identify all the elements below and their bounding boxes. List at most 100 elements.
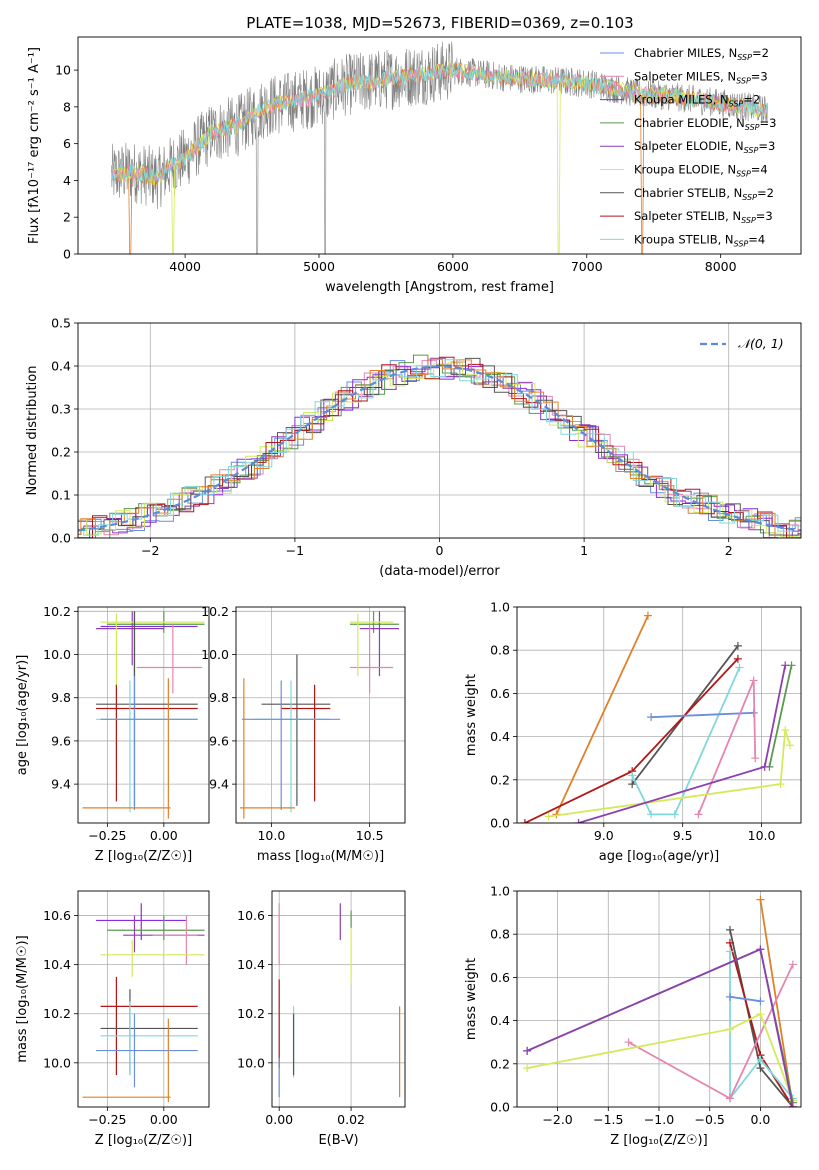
mass-weight-vs-age-panel: 9.0 9.5 10.0 0.0 0.2 0.4 0.6 0.8 1.0 age [log₁₀(a… <box>464 600 802 865</box>
error-bar-point <box>100 676 198 811</box>
mass-weight-line <box>520 654 742 823</box>
residual-histogram <box>78 356 801 538</box>
data-point-marker <box>523 1046 532 1055</box>
x-tick-label: 0.00 <box>265 1112 293 1127</box>
spectrum-lines <box>111 41 768 254</box>
y-tick-label: 6 <box>63 136 71 151</box>
y-tick-label: 10.0 <box>43 1055 71 1070</box>
legend-entry: Kroupa MILES, NSSP=2 <box>634 93 760 109</box>
model-spectrum-line <box>111 64 768 184</box>
series-path <box>555 615 649 815</box>
plot-frame <box>516 606 802 824</box>
y-tick-label: 10.0 <box>237 1055 265 1070</box>
x-tick-label: 0.00 <box>150 828 178 843</box>
y-axis-label: mass weight <box>464 674 479 756</box>
plot-frame <box>516 890 802 1108</box>
data-point-marker <box>733 654 742 663</box>
data-point-marker <box>756 1055 765 1064</box>
y-tick-label: 10.2 <box>43 604 71 619</box>
y-tick-label: 0.3 <box>51 402 71 417</box>
y-tick-label: 0.5 <box>51 316 71 331</box>
data-point-marker <box>788 960 797 969</box>
axes: 9.0 9.5 10.0 0.0 0.2 0.4 0.6 0.8 1.0 age [log₁₀(a… <box>464 600 776 865</box>
y-tick-label: 10.2 <box>237 1006 265 1021</box>
data-point-marker <box>628 780 637 789</box>
axes: −0.25 0.00 9.4 9.6 9.8 10.0 10.2 Z [log₁₀(Z/Z☉)… <box>15 604 192 864</box>
error-bar-point <box>96 680 198 813</box>
data-point-marker <box>788 1103 797 1107</box>
y-tick-label: 9.8 <box>51 690 71 705</box>
observed-spectrum-line <box>111 41 768 254</box>
y-tick-label: 4 <box>63 173 71 188</box>
x-tick-label: 9.0 <box>594 828 614 843</box>
data-point-marker <box>647 810 656 819</box>
data-point-marker <box>628 771 637 780</box>
mass-weight-series <box>523 895 797 1107</box>
error-bar-point <box>136 624 203 694</box>
data-point-marker <box>643 611 652 620</box>
x-tick-label: 7000 <box>571 259 603 274</box>
error-bar-point <box>152 915 198 965</box>
series-path <box>651 711 754 719</box>
data-point-marker <box>544 812 553 821</box>
x-tick-label: −1.0 <box>644 1112 674 1127</box>
y-tick-label: 0.0 <box>51 531 71 546</box>
legend-entry: Salpeter MILES, NSSP=3 <box>634 69 768 85</box>
axes: 0.00 0.02 10.0 10.2 10.4 10.6 E(B-V) <box>237 908 365 1148</box>
y-tick-label: 0 <box>63 247 71 262</box>
y-tick-label: 0.8 <box>490 643 510 658</box>
y-tick-label: 2 <box>63 210 71 225</box>
y-tick-label: 9.6 <box>209 733 229 748</box>
mass-weight-line <box>694 676 760 819</box>
error-bar-point <box>100 611 198 677</box>
error-bar-point <box>96 684 198 802</box>
x-tick-label: −0.5 <box>695 1112 725 1127</box>
y-tick-label: 1.0 <box>490 884 510 899</box>
y-tick-label: 0.4 <box>51 359 71 374</box>
mass-weight-line <box>523 945 797 1107</box>
error-bar-point <box>241 680 341 811</box>
data-point-marker <box>756 1064 765 1073</box>
x-axis-label: Z [log₁₀(Z/Z☉)] <box>95 849 192 864</box>
x-axis-label: age [log₁₀(age/yr)] <box>599 849 720 864</box>
series-path <box>548 729 791 818</box>
error-bar-point <box>100 989 198 1076</box>
mass-weight-line <box>552 611 652 819</box>
mass-weight-line <box>544 726 794 821</box>
data-point-marker <box>624 1038 633 1047</box>
data-point-marker <box>781 726 790 735</box>
axes: −2 −1 0 1 2 0.0 0.1 0.2 0.3 0.4 0.5 (data-model)/er… <box>25 316 733 580</box>
mass-weight-line <box>523 945 797 1107</box>
error-bar-point <box>281 684 331 802</box>
legend-entry: Chabrier MILES, NSSP=2 <box>634 46 769 62</box>
histograms <box>78 354 801 538</box>
series-path <box>526 1012 794 1101</box>
data-point-marker <box>726 992 734 1001</box>
data-point-marker <box>756 945 765 954</box>
spectrum-panel: 4000 5000 6000 7000 8000 0 2 4 6 8 10 wavelength [A… <box>27 36 802 295</box>
grid <box>236 607 405 823</box>
y-tick-label: 0.4 <box>490 1013 510 1028</box>
plot-frame <box>77 890 210 1108</box>
plot-frame <box>235 606 406 824</box>
error-bar-point <box>96 903 187 941</box>
x-axis-label: Z [log₁₀(Z/Z☉)] <box>610 1133 707 1148</box>
y-axis-label: mass [log₁₀(M/M☉)] <box>15 935 30 1062</box>
plot-frame <box>77 322 802 539</box>
residual-histogram <box>78 359 801 536</box>
mass-weight-line <box>726 992 765 1006</box>
x-tick-label: 1 <box>580 543 588 558</box>
series-path <box>729 951 794 1102</box>
data-point-marker <box>776 780 785 789</box>
axes: 10.0 10.5 9.4 9.6 9.8 10.0 10.2 mass [log₁₀(M/M… <box>201 604 384 864</box>
error-bar-point <box>82 678 171 819</box>
x-tick-label: 0.0 <box>750 1112 770 1127</box>
data-point-marker <box>756 997 765 1006</box>
data-point-marker <box>523 1064 532 1073</box>
x-tick-label: 8000 <box>705 259 737 274</box>
y-tick-label: 9.4 <box>51 777 71 792</box>
legend-entry: Kroupa ELODIE, NSSP=4 <box>634 163 768 179</box>
data-point-marker <box>735 663 744 672</box>
y-tick-label: 10.2 <box>43 1006 71 1021</box>
error-bars <box>278 903 401 1098</box>
